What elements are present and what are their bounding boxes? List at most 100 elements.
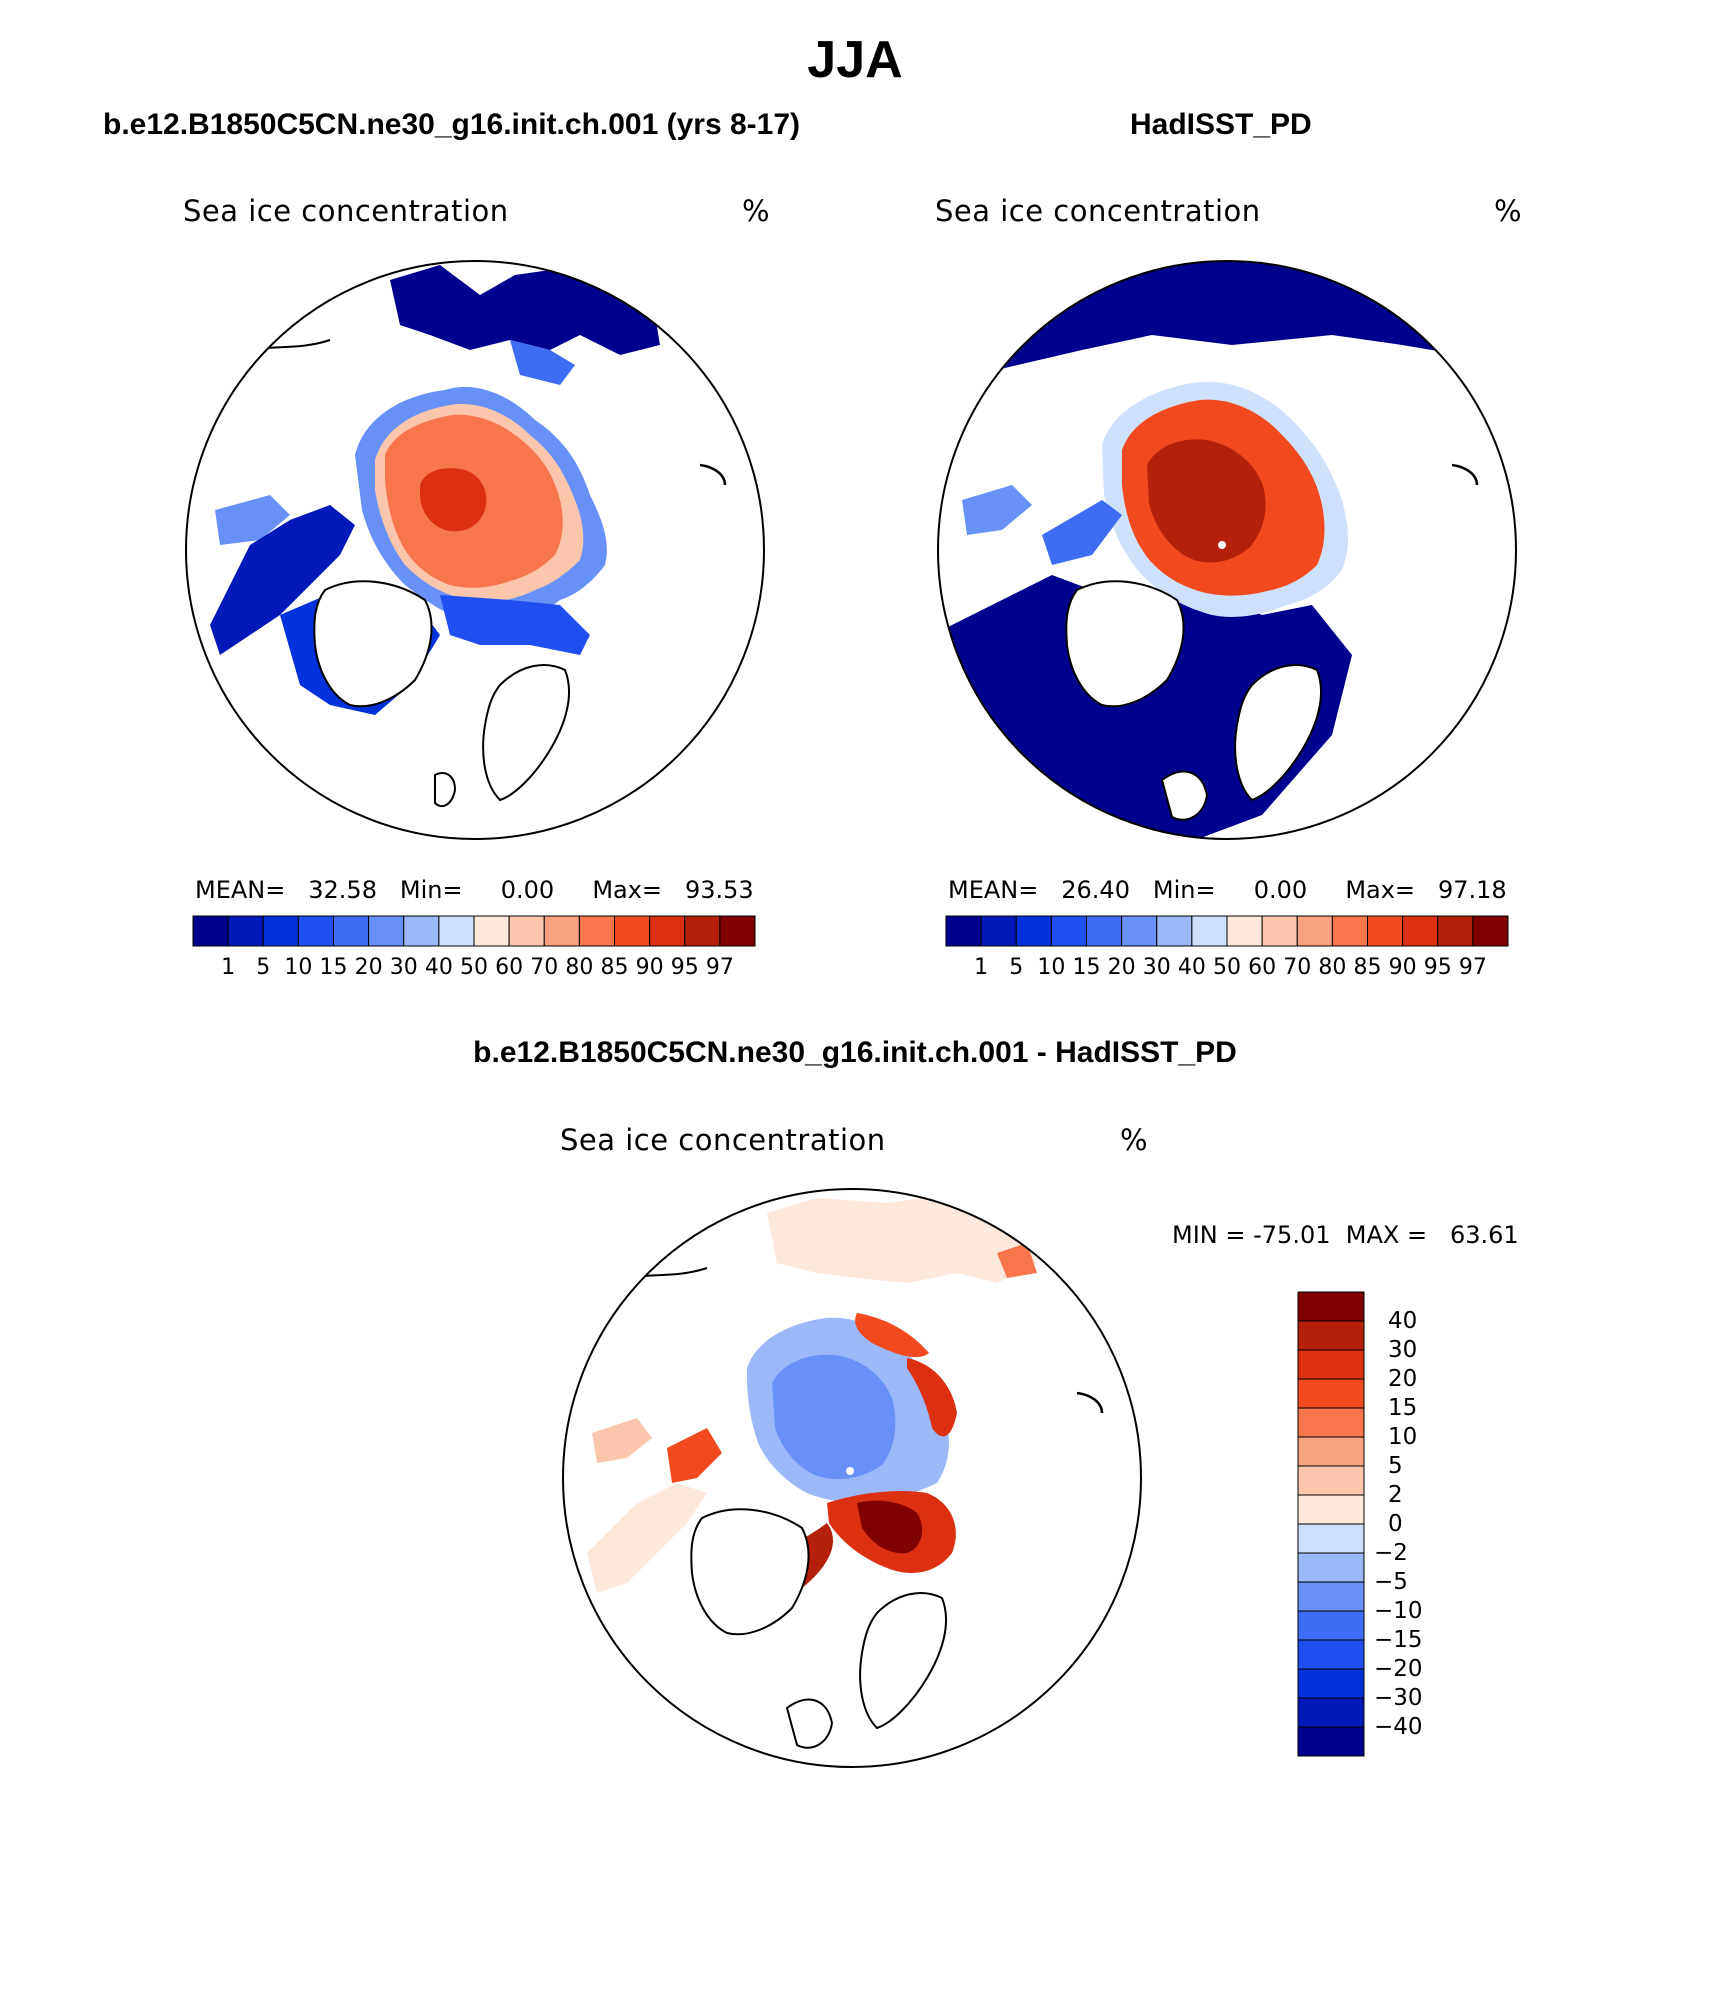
obs-colorbar-tick-label: 5 [1009, 955, 1024, 980]
diff-colorbar-tick-label: −2 [1374, 1540, 1408, 1566]
diff-colorbar-tick-label: 5 [1388, 1453, 1403, 1479]
obs-colorbar-ticks: 1 5 10 15 20 30 40 50 60 70 80 85 90 95 97 [946, 955, 1508, 985]
diff-colorbar-box [1297, 1349, 1365, 1380]
model-case-title: b.e12.B1850C5CN.ne30_g16.init.ch.001 (yr… [103, 108, 801, 141]
obs-colorbar [945, 915, 1509, 947]
obs-colorbar-box [1261, 915, 1298, 947]
diff-colorbar-ticks: −40 −30 −20 −15 −10 −5 −2 0 2 5 10 15 20 30 40 [1374, 1292, 1454, 1756]
obs-case-title: HadISST_PD [1130, 108, 1312, 141]
obs-colorbar-tick-label: 70 [1283, 955, 1312, 980]
scandinavia-outline [482, 664, 571, 802]
model-colorbar-tick-label: 30 [389, 955, 418, 980]
model-polar-map [185, 260, 765, 840]
diff-colorbar-tick-label: 10 [1388, 1424, 1418, 1450]
model-map-boundary [185, 260, 765, 840]
uk-outline [1160, 770, 1209, 821]
model-colorbar-box [403, 915, 440, 947]
kara-strong-positive [857, 1500, 923, 1554]
hudson-diff [592, 1418, 652, 1463]
figure-title: JJA [807, 31, 903, 89]
model-colorbar-box [473, 915, 510, 947]
model-colorbar-box [227, 915, 264, 947]
diff-colorbar-tick-label: 30 [1388, 1337, 1418, 1363]
obs-colorbar-tick-label: 50 [1213, 955, 1241, 980]
model-colorbar-box [649, 915, 686, 947]
obs-stats: MEAN= 26.40 Min= 0.00 Max= 97.18 [948, 876, 1507, 904]
north-pacific-low-ice [938, 261, 1516, 385]
diff-colorbar-tick-label: 15 [1388, 1395, 1418, 1421]
diff-colorbar-tick-label: 20 [1388, 1366, 1418, 1392]
obs-colorbar-box [1296, 915, 1333, 947]
model-colorbar-box [578, 915, 615, 947]
diff-colorbar-box [1297, 1436, 1365, 1467]
bering-sea-ice [390, 261, 660, 355]
obs-colorbar-box [1086, 915, 1123, 947]
diff-colorbar-tick-label: 2 [1388, 1482, 1403, 1508]
diff-colorbar-tick-label: −40 [1374, 1714, 1423, 1740]
obs-colorbar-box [1121, 915, 1158, 947]
diff-variable-title: Sea ice concentration [560, 1123, 886, 1157]
obs-colorbar-tick-label: 90 [1388, 955, 1417, 980]
labrador-diff [587, 1483, 707, 1593]
alaska-coast [249, 339, 331, 351]
uk-outline [434, 772, 457, 808]
obs-units-label: % [1494, 194, 1523, 228]
greenland-outline [1065, 580, 1185, 708]
hudson-bay-ice [962, 485, 1032, 535]
alaska-coast [626, 1267, 708, 1279]
labrador-sea-ice [210, 505, 355, 655]
baffin-bay-ice [1042, 500, 1122, 565]
obs-colorbar-box [1226, 915, 1263, 947]
model-colorbar-tick-label: 1 [221, 955, 236, 980]
model-colorbar-tick-label: 90 [635, 955, 664, 980]
model-colorbar [192, 915, 756, 947]
greenland-outline [313, 580, 433, 708]
diff-colorbar-box [1297, 1494, 1365, 1525]
obs-colorbar-tick-label: 95 [1423, 955, 1452, 980]
model-colorbar-box [684, 915, 721, 947]
diff-colorbar-tick-label: −20 [1374, 1656, 1423, 1682]
diff-colorbar-box [1297, 1668, 1365, 1699]
model-colorbar-tick-label: 80 [565, 955, 594, 980]
model-colorbar-tick-label: 60 [495, 955, 524, 980]
uk-outline [785, 1698, 834, 1749]
obs-colorbar-box [980, 915, 1017, 947]
diff-colorbar-tick-label: −10 [1374, 1598, 1423, 1624]
obs-colorbar-tick-label: 97 [1458, 955, 1487, 980]
diff-colorbar-box [1297, 1726, 1365, 1757]
diff-colorbar-box [1297, 1697, 1365, 1728]
model-colorbar-box [438, 915, 475, 947]
siberia-coast [699, 463, 727, 486]
diff-colorbar-tick-label: −30 [1374, 1685, 1423, 1711]
model-stats: MEAN= 32.58 Min= 0.00 Max= 93.53 [195, 876, 754, 904]
siberia-coast [1451, 463, 1479, 486]
model-colorbar-tick-label: 5 [256, 955, 271, 980]
model-colorbar-ticks: 1 5 10 15 20 30 40 50 60 70 80 85 90 95 97 [193, 955, 755, 985]
diff-colorbar-tick-label: −15 [1374, 1627, 1423, 1653]
model-colorbar-tick-label: 40 [424, 955, 453, 980]
obs-variable-title: Sea ice concentration [935, 194, 1261, 228]
diff-colorbar [1297, 1291, 1365, 1757]
model-colorbar-tick-label: 70 [530, 955, 559, 980]
obs-colorbar-box [1191, 915, 1228, 947]
obs-colorbar-tick-label: 30 [1142, 955, 1171, 980]
pacific-diff [767, 1193, 1037, 1283]
diff-units-label: % [1120, 1123, 1149, 1157]
obs-colorbar-box [1367, 915, 1404, 947]
obs-colorbar-tick-label: 20 [1107, 955, 1136, 980]
scandinavia-outline [859, 1592, 948, 1730]
model-colorbar-tick-label: 10 [284, 955, 313, 980]
model-colorbar-tick-label: 85 [600, 955, 629, 980]
arctic-diff-negative-core [772, 1354, 896, 1480]
obs-polar-map [937, 260, 1517, 840]
model-colorbar-box [614, 915, 651, 947]
east-siberian-positive [907, 1358, 957, 1437]
model-colorbar-tick-label: 15 [319, 955, 348, 980]
obs-colorbar-box [1437, 915, 1474, 947]
siberia-coast [1076, 1391, 1104, 1414]
model-units-label: % [742, 194, 771, 228]
obs-colorbar-tick-label: 40 [1177, 955, 1206, 980]
obs-colorbar-box [1015, 915, 1052, 947]
diff-colorbar-tick-label: −5 [1374, 1569, 1408, 1595]
obs-colorbar-tick-label: 1 [974, 955, 989, 980]
